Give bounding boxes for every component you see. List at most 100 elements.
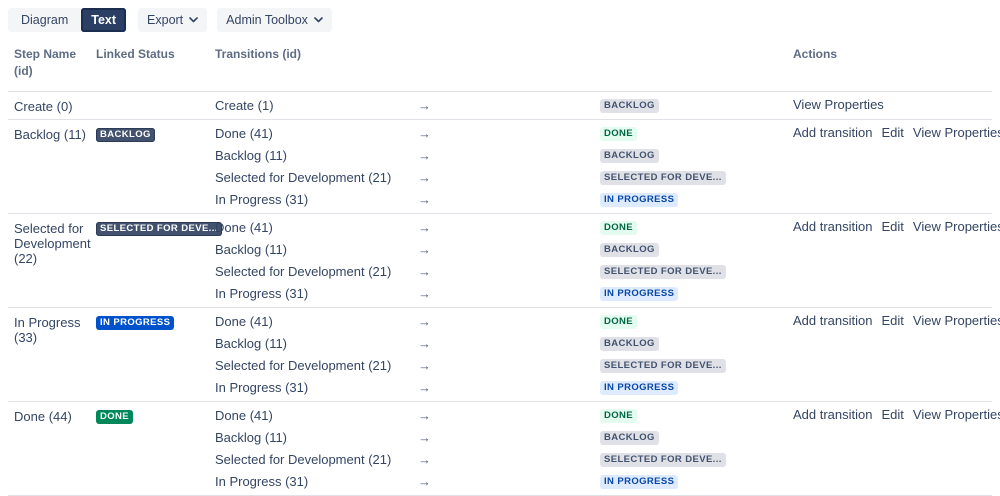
transition-row: Done (41) → DONE [215,404,793,426]
table-row: In Progress (33) IN PROGRESS Done (41) →… [8,308,1000,402]
arrow-right-icon: → [418,407,431,423]
linked-status-cell: BACKLOG [96,122,215,210]
transition-row: In Progress (31) → IN PROGRESS [215,282,793,304]
target-status-badge: DONE [600,220,638,235]
step-name: Create (0) [14,99,73,114]
action-link[interactable]: View Properties [912,313,1000,328]
target-status-badge: SELECTED FOR DEVE... [600,358,726,373]
column-header-linked-status: Linked Status [96,47,175,61]
transition-link[interactable]: Done (41) [215,407,273,423]
action-link[interactable]: Edit [881,219,904,234]
target-status-badge: SELECTED FOR DEVE... [600,452,726,467]
transition-row: In Progress (31) → IN PROGRESS [215,188,793,210]
arrow-right-icon: → [418,263,431,279]
target-status-badge: BACKLOG [600,242,659,257]
step-name: In Progress (33) [14,315,81,345]
transition-link[interactable]: Backlog (11) [215,241,288,257]
arrow-right-icon: → [418,357,431,373]
action-link[interactable]: View Properties [912,219,1000,234]
actions-cell: Add transition Edit View Properties [793,122,1000,210]
arrow-right-icon: → [418,125,431,141]
transition-row: Backlog (11) → BACKLOG [215,332,793,354]
table-row: Selected for Development (22) SELECTED F… [8,214,1000,308]
transition-link[interactable]: In Progress (31) [215,191,309,207]
admin-toolbox-dropdown-label: Admin Toolbox [226,13,308,27]
target-status-badge: DONE [600,126,638,141]
transition-row: Done (41) → DONE [215,216,793,238]
arrow-right-icon: → [418,285,431,301]
target-status-badge: IN PROGRESS [600,380,679,395]
actions-cell: View Properties [793,94,992,116]
transition-link[interactable]: In Progress (31) [215,473,309,489]
transition-link[interactable]: Backlog (11) [215,335,288,351]
transition-link[interactable]: Selected for Development (21) [215,263,392,279]
step-name: Done (44) [14,409,72,424]
arrow-right-icon: → [418,379,431,395]
step-name: Backlog (11) [14,127,87,142]
target-status-badge: SELECTED FOR DEVE... [600,170,726,185]
actions-cell: Add transition Edit View Properties [793,216,1000,304]
transition-link[interactable]: Backlog (11) [215,429,288,445]
action-link[interactable]: Edit [881,407,904,422]
transition-row: Backlog (11) → BACKLOG [215,426,793,448]
target-status-badge: DONE [600,314,638,329]
transition-link[interactable]: Create (1) [215,97,274,113]
linked-status-cell: SELECTED FOR DEVE... [96,216,222,304]
arrow-right-icon: → [418,241,431,257]
target-status-badge: IN PROGRESS [600,286,679,301]
diagram-toggle-button[interactable]: Diagram [8,8,82,32]
transitions-cell: Done (41) → DONE Backlog (11) → BACKLOG … [215,404,793,492]
admin-toolbox-dropdown-button[interactable]: Admin Toolbox [217,8,332,32]
action-link[interactable]: Add transition [793,219,873,234]
transition-link[interactable]: Done (41) [215,125,273,141]
transitions-cell: Done (41) → DONE Backlog (11) → BACKLOG … [215,310,793,398]
transition-row: Backlog (11) → BACKLOG [215,238,793,260]
transition-link[interactable]: In Progress (31) [215,285,309,301]
export-dropdown-button[interactable]: Export [138,8,208,32]
transition-row: Selected for Development (21) → SELECTED… [215,448,793,470]
transition-row: Selected for Development (21) → SELECTED… [215,166,793,188]
transition-link[interactable]: Selected for Development (21) [215,357,392,373]
linked-status-cell [96,94,215,116]
linked-status-badge: BACKLOG [96,127,155,142]
target-status-badge: BACKLOG [600,98,659,113]
arrow-right-icon: → [418,169,431,185]
arrow-right-icon: → [418,473,431,489]
action-link[interactable]: Add transition [793,407,873,422]
transition-row: Backlog (11) → BACKLOG [215,144,793,166]
transition-row: Done (41) → DONE [215,310,793,332]
target-status-badge: BACKLOG [600,336,659,351]
transition-link[interactable]: In Progress (31) [215,379,309,395]
action-link[interactable]: Add transition [793,125,873,140]
arrow-right-icon: → [418,147,431,163]
column-header-step-name: Step Name (id) [14,47,77,78]
linked-status-cell: IN PROGRESS [96,310,215,398]
target-status-badge: IN PROGRESS [600,192,679,207]
export-dropdown-label: Export [147,13,184,27]
action-link[interactable]: Edit [881,125,904,140]
transition-link[interactable]: Done (41) [215,219,273,235]
transition-link[interactable]: Backlog (11) [215,147,288,163]
action-link[interactable]: View Properties [912,407,1000,422]
column-header-transitions: Transitions (id) [215,47,302,61]
target-status-badge: BACKLOG [600,148,659,163]
transitions-cell: Done (41) → DONE Backlog (11) → BACKLOG … [215,122,793,210]
arrow-right-icon: → [418,97,431,113]
action-link[interactable]: Add transition [793,313,873,328]
arrow-right-icon: → [418,313,431,329]
target-status-badge: BACKLOG [600,430,659,445]
action-link[interactable]: View Properties [793,97,884,112]
transition-link[interactable]: Selected for Development (21) [215,451,392,467]
action-link[interactable]: View Properties [912,125,1000,140]
transition-link[interactable]: Done (41) [215,313,273,329]
arrow-right-icon: → [418,451,431,467]
text-toggle-button[interactable]: Text [81,8,127,32]
linked-status-badge: IN PROGRESS [96,315,175,330]
action-link[interactable]: Edit [881,313,904,328]
table-row: Create (0) Create (1) → BACKLOG View Pro… [8,92,992,120]
actions-cell: Add transition Edit View Properties [793,404,1000,492]
transition-link[interactable]: Selected for Development (21) [215,169,392,185]
transition-row: Selected for Development (21) → SELECTED… [215,260,793,282]
linked-status-badge: SELECTED FOR DEVE... [96,221,222,236]
